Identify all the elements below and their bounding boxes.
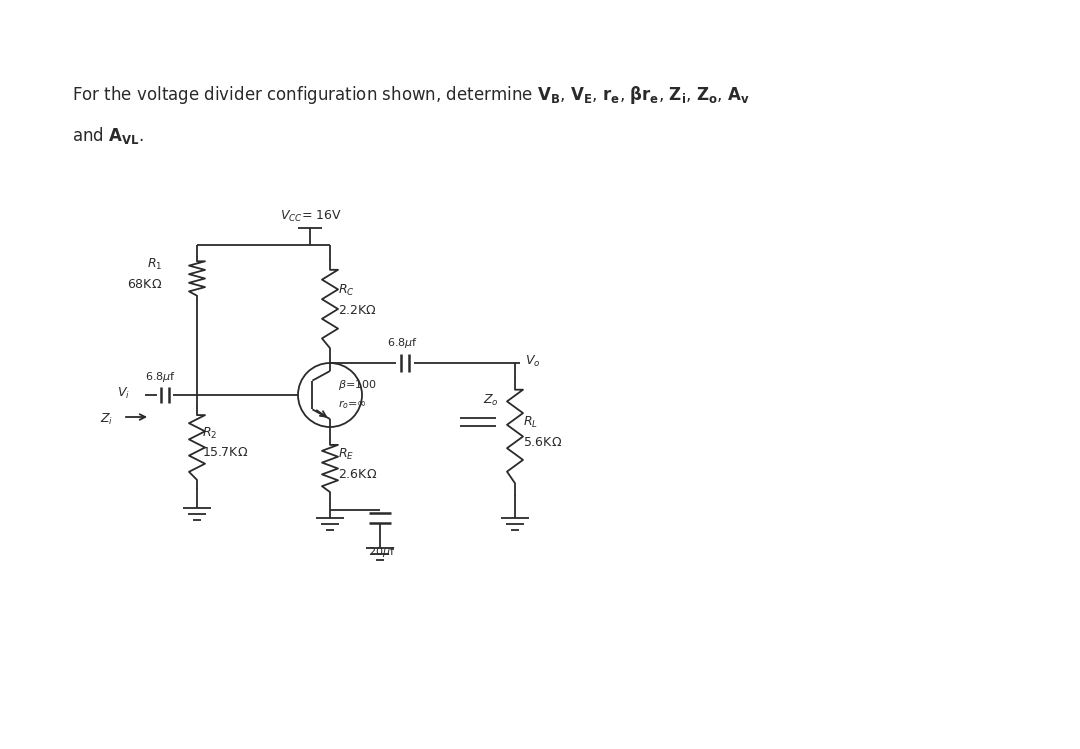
Text: 15.7K$\Omega$: 15.7K$\Omega$ — [202, 446, 248, 459]
Text: $R_1$: $R_1$ — [147, 256, 162, 272]
Text: 2.2K$\Omega$: 2.2K$\Omega$ — [338, 303, 377, 317]
Text: $Z_i$: $Z_i$ — [99, 411, 113, 426]
Text: $V_{CC}$= 16V: $V_{CC}$= 16V — [280, 208, 342, 223]
Text: $R_2$: $R_2$ — [202, 425, 217, 440]
Text: $Z_o$: $Z_o$ — [483, 392, 499, 407]
Text: and $\mathbf{A_{VL}}$.: and $\mathbf{A_{VL}}$. — [72, 124, 144, 145]
Text: 6.8$\mu$f: 6.8$\mu$f — [145, 370, 176, 384]
Text: 20$\mu$f: 20$\mu$f — [368, 545, 395, 559]
Text: 68K$\Omega$: 68K$\Omega$ — [126, 277, 162, 291]
Text: For the voltage divider configuration shown, determine $\mathbf{V_B}$, $\mathbf{: For the voltage divider configuration sh… — [72, 84, 750, 106]
Text: $V_o$: $V_o$ — [525, 354, 540, 369]
Text: $\beta$=100: $\beta$=100 — [338, 378, 377, 392]
Text: 6.8$\mu$f: 6.8$\mu$f — [387, 336, 418, 350]
Text: $r_o$=$\infty$: $r_o$=$\infty$ — [338, 398, 367, 411]
Text: $R_L$: $R_L$ — [523, 414, 538, 429]
Text: $R_C$: $R_C$ — [338, 282, 354, 297]
Text: $V_i$: $V_i$ — [117, 386, 130, 401]
Text: 5.6K$\Omega$: 5.6K$\Omega$ — [523, 435, 563, 449]
Text: 2.6K$\Omega$: 2.6K$\Omega$ — [338, 467, 377, 481]
Text: $R_E$: $R_E$ — [338, 446, 354, 461]
